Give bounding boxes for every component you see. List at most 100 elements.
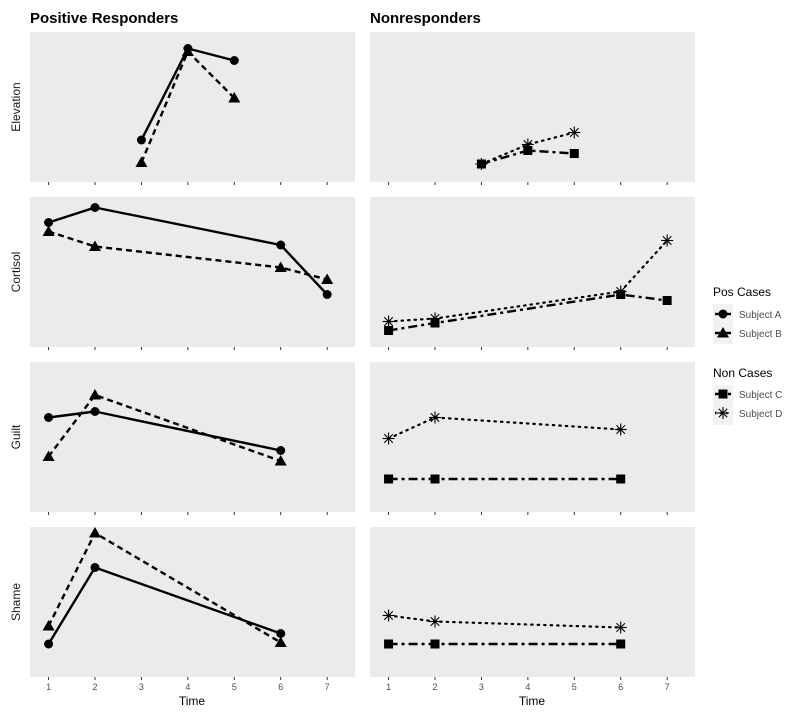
series-line-subject-a xyxy=(48,206,329,296)
data-point-subject-b xyxy=(42,450,55,461)
legend-key-subject-b xyxy=(715,327,731,338)
series-line-subject-d xyxy=(387,239,669,323)
data-point-subject-c xyxy=(616,474,626,484)
legend-marker-square xyxy=(718,389,728,399)
panel-background xyxy=(30,32,355,182)
data-point-subject-b xyxy=(42,225,55,236)
x-tick-label: 4 xyxy=(525,682,530,692)
series-line-subject-c xyxy=(388,293,668,332)
x-axis-label-left: Time xyxy=(179,694,206,708)
data-point-subject-b xyxy=(228,92,241,103)
panel-cortisol-nonresponders xyxy=(370,197,695,350)
data-point-subject-d xyxy=(614,423,627,436)
data-point-subject-a xyxy=(90,563,100,572)
data-point-subject-a xyxy=(44,413,54,422)
x-tick-label: 1 xyxy=(46,682,51,692)
x-tick-label: 6 xyxy=(278,682,283,692)
row-label-cortisol: Cortisol xyxy=(9,252,23,293)
legend-label-subject-a: Subject A xyxy=(739,310,782,321)
legend-key-subject-a xyxy=(715,309,731,319)
panel-shame-positive-responders: 1 2 3 4 5 6 7 xyxy=(30,527,355,692)
legend-marker-asterisk xyxy=(717,407,729,419)
panel-shame-nonresponders: 1 2 3 4 5 6 7 xyxy=(370,527,695,692)
data-point-subject-d xyxy=(382,432,395,445)
data-point-subject-a xyxy=(44,639,54,649)
column-title-nonresponders: Nonresponders xyxy=(370,10,481,27)
data-point-subject-d xyxy=(614,285,627,298)
legend-marker-triangle xyxy=(717,327,729,338)
panels: 1 2 3 4 5 6 7 1 2 3 4 5 6 7 xyxy=(30,32,695,692)
legend-label-subject-c: Subject C xyxy=(739,390,782,401)
x-tick-label: 2 xyxy=(432,682,437,692)
data-point-subject-c xyxy=(430,474,440,484)
data-point-subject-a xyxy=(90,203,100,212)
x-tick-label: 7 xyxy=(325,682,330,692)
panel-guilt-positive-responders xyxy=(30,362,355,515)
data-point-subject-b xyxy=(135,156,148,167)
x-tick-label: 2 xyxy=(92,682,97,692)
data-point-subject-a xyxy=(90,407,100,416)
x-axis-label-right: Time xyxy=(519,694,546,708)
data-point-subject-a xyxy=(44,218,54,227)
legend-key-subject-d xyxy=(715,407,731,419)
data-point-subject-b xyxy=(89,389,101,400)
data-point-subject-c xyxy=(384,474,394,484)
data-point-subject-c xyxy=(384,639,394,649)
panel-elevation-positive-responders xyxy=(30,32,355,185)
panel-background xyxy=(370,527,695,677)
data-point-subject-d xyxy=(568,126,581,139)
data-point-subject-c xyxy=(384,326,394,335)
x-tick-label: 3 xyxy=(139,682,144,692)
data-point-subject-b xyxy=(89,240,101,251)
series-line-subject-b xyxy=(47,393,282,463)
row-label-guilt: Guilt xyxy=(9,424,23,449)
data-point-subject-b xyxy=(42,620,55,631)
data-point-subject-b xyxy=(274,455,287,466)
panel-cortisol-positive-responders xyxy=(30,197,355,350)
data-point-subject-d xyxy=(475,158,488,170)
panel-guilt-nonresponders xyxy=(370,362,695,515)
series-line-subject-b xyxy=(48,230,328,281)
data-point-subject-b xyxy=(181,45,194,56)
x-tick-label: 7 xyxy=(665,682,670,692)
data-point-subject-a xyxy=(276,446,286,455)
legend-label-subject-b: Subject B xyxy=(739,329,782,340)
data-point-subject-c xyxy=(430,639,440,649)
data-point-subject-a xyxy=(322,290,332,299)
data-point-subject-d xyxy=(521,138,534,151)
panel-elevation-nonresponders xyxy=(370,32,695,185)
data-point-subject-d xyxy=(429,411,441,424)
data-point-subject-b xyxy=(274,636,287,647)
data-point-subject-d xyxy=(661,234,674,247)
data-point-subject-d xyxy=(429,312,441,325)
data-point-subject-c xyxy=(616,639,626,649)
data-point-subject-b xyxy=(321,273,334,284)
legend-title-non-cases: Non Cases xyxy=(713,366,772,380)
data-point-subject-d xyxy=(382,315,395,328)
panel-background xyxy=(30,362,355,512)
row-label-elevation: Elevation xyxy=(9,82,23,131)
data-point-subject-a xyxy=(136,135,146,145)
legend-title-pos-cases: Pos Cases xyxy=(713,285,771,299)
panel-background xyxy=(370,32,695,182)
data-point-subject-b xyxy=(274,261,287,272)
x-tick-label: 6 xyxy=(618,682,623,692)
legend-marker-circle xyxy=(718,309,728,319)
row-label-shame: Shame xyxy=(9,583,23,621)
legend-key-subject-c xyxy=(715,389,731,399)
panel-background xyxy=(370,362,695,512)
x-tick-label: 5 xyxy=(232,682,237,692)
data-point-subject-a xyxy=(229,56,239,65)
data-point-subject-a xyxy=(276,629,286,638)
data-point-subject-c xyxy=(569,149,579,158)
x-tick-label: 4 xyxy=(185,682,190,692)
data-point-subject-d xyxy=(614,621,627,634)
data-point-subject-c xyxy=(662,296,672,305)
legend-label-subject-d: Subject D xyxy=(739,409,782,420)
x-tick-label: 5 xyxy=(572,682,577,692)
x-tick-label: 1 xyxy=(386,682,391,692)
legend: Pos Cases Subject A Subject B Non Cases … xyxy=(713,285,782,425)
column-title-positive-responders: Positive Responders xyxy=(30,10,178,27)
data-point-subject-b xyxy=(89,527,101,538)
